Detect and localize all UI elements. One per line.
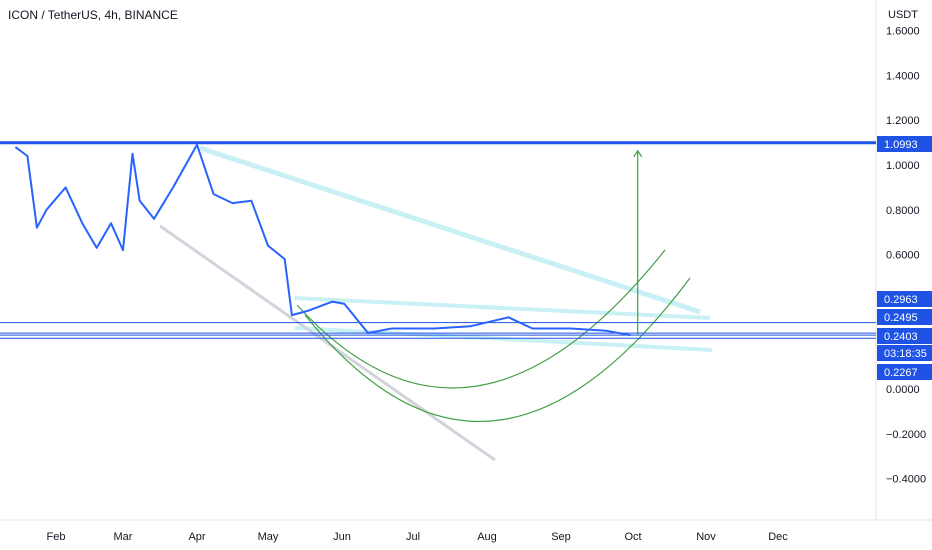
time-tick-label: Jul xyxy=(406,531,420,543)
price-tag-label: 0.2403 xyxy=(884,331,918,343)
price-tick-label: 1.2000 xyxy=(886,115,920,127)
time-tick-label: Mar xyxy=(114,531,133,543)
price-tick-label: 1.0000 xyxy=(886,160,920,172)
projection-arrow xyxy=(633,149,643,336)
time-tick-label: Sep xyxy=(551,531,571,543)
price-line xyxy=(14,143,631,337)
time-tick-label: Nov xyxy=(696,531,716,543)
price-tick-label: −0.2000 xyxy=(886,429,926,441)
price-tick-label: 1.6000 xyxy=(886,26,920,38)
price-tags: 1.0993 0.2963 0.2495 0.2403 03:18:35 0.2267 xyxy=(877,136,932,380)
price-tick-label: −0.4000 xyxy=(886,474,926,486)
price-axis-ticks: 1.6000 1.4000 1.2000 1.0000 0.8000 0.6000 0.00… xyxy=(886,26,926,486)
arrow-head xyxy=(633,149,643,158)
price-tag xyxy=(877,291,932,307)
time-tick-label: Feb xyxy=(47,531,66,543)
price-tag xyxy=(877,345,932,361)
symbol-title: ICON / TetherUS, 4h, BINANCE xyxy=(8,8,178,22)
time-tick-label: Oct xyxy=(624,531,641,543)
price-tag xyxy=(877,328,932,344)
price-axis-background xyxy=(876,0,932,550)
cup-curve-inner xyxy=(296,249,666,389)
price-tag-label: 0.2267 xyxy=(884,367,918,379)
price-tag xyxy=(877,309,932,325)
price-tag xyxy=(877,364,932,380)
price-tick-label: 1.4000 xyxy=(886,70,920,82)
price-tag-label: 1.0993 xyxy=(884,139,918,151)
time-tick-label: May xyxy=(258,531,279,543)
time-tick-label: Dec xyxy=(768,531,788,543)
range-bottom-line xyxy=(294,326,713,352)
time-axis-ticks: Feb Mar Apr May Jun Jul Aug Sep Oct Nov Dec xyxy=(47,531,789,543)
price-tick-label: 0.8000 xyxy=(886,205,920,217)
price-series xyxy=(14,143,631,337)
price-tag-label: 0.2963 xyxy=(884,294,918,306)
horizontal-levels xyxy=(0,141,876,339)
price-tag-label: 0.2495 xyxy=(884,312,918,324)
range-top-line xyxy=(294,296,711,320)
time-tick-label: Apr xyxy=(188,531,205,543)
cup-curve-outer xyxy=(304,277,691,423)
trend-drawings xyxy=(159,145,713,462)
price-tag xyxy=(877,136,932,152)
descending-support-line xyxy=(159,224,496,462)
price-tick-label: 0.6000 xyxy=(886,250,920,262)
price-tag-label: 03:18:35 xyxy=(884,348,927,360)
currency-label: USDT xyxy=(888,9,918,21)
time-tick-label: Aug xyxy=(477,531,497,543)
price-tick-label: 0.0000 xyxy=(886,384,920,396)
upper-channel-line xyxy=(199,145,701,315)
time-tick-label: Jun xyxy=(333,531,351,543)
